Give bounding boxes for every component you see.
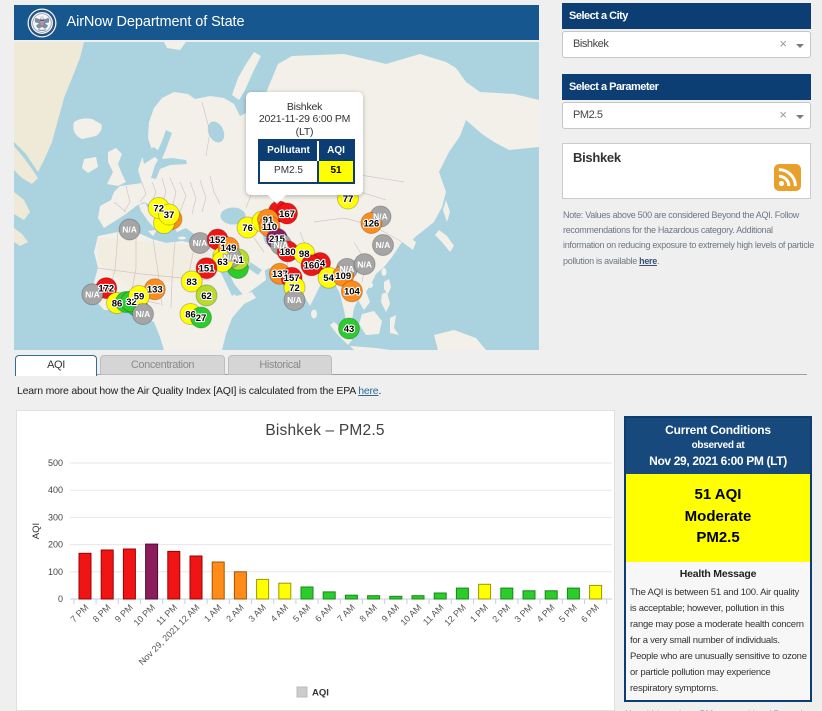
svg-text:41: 41 [233,255,244,266]
svg-text:N/A: N/A [122,225,137,235]
svg-text:149: 149 [221,243,237,254]
svg-text:152: 152 [210,235,226,246]
svg-text:110: 110 [262,222,277,233]
svg-text:AQI: AQI [31,523,42,539]
svg-text:N/A: N/A [193,238,208,248]
svg-text:76: 76 [242,223,253,234]
svg-text:N/A: N/A [376,240,391,250]
svg-text:N/A: N/A [357,259,372,269]
svg-text:77: 77 [343,194,354,205]
svg-text:200: 200 [48,540,63,550]
svg-text:157: 157 [284,273,300,284]
svg-text:126: 126 [363,218,379,229]
svg-text:400: 400 [48,485,63,495]
svg-text:151: 151 [199,264,216,275]
svg-text:59: 59 [134,291,145,302]
svg-text:98: 98 [299,249,310,260]
svg-text:8 AM: 8 AM [357,602,379,624]
svg-text:N/A: N/A [340,264,355,274]
svg-text:4 PM: 4 PM [535,602,557,624]
svg-text:N/A: N/A [274,240,289,250]
svg-text:04: 04 [315,258,326,269]
svg-text:3 AM: 3 AM [246,602,268,624]
svg-text:N/A: N/A [287,295,302,305]
svg-text:7 PM: 7 PM [68,602,90,624]
svg-text:86: 86 [185,309,196,320]
svg-text:172: 172 [98,284,114,295]
svg-text:12 PM: 12 PM [442,602,467,627]
svg-text:32: 32 [126,297,137,308]
svg-text:100: 100 [48,567,63,577]
svg-text:1 PM: 1 PM [468,602,490,624]
svg-text:N/A: N/A [223,252,238,262]
svg-text:72: 72 [289,283,300,294]
svg-text:5 AM: 5 AM [291,602,313,624]
svg-text:91: 91 [263,215,274,226]
svg-text:500: 500 [48,458,63,468]
svg-text:62: 62 [201,291,212,302]
svg-text:104: 104 [344,287,361,298]
svg-text:86: 86 [112,298,123,309]
svg-text:2 AM: 2 AM [224,602,246,624]
svg-text:167: 167 [279,209,295,220]
svg-text:2 PM: 2 PM [490,602,512,624]
svg-text:215: 215 [269,234,286,245]
svg-text:8 PM: 8 PM [91,602,113,624]
svg-text:10 AM: 10 AM [398,602,423,627]
svg-text:N/A: N/A [85,290,100,300]
svg-text:N/A: N/A [136,309,151,319]
svg-text:4 AM: 4 AM [269,602,291,624]
svg-text:10 PM: 10 PM [132,602,157,627]
svg-text:133: 133 [147,285,163,296]
svg-text:37: 37 [164,210,175,221]
svg-text:300: 300 [48,512,63,522]
svg-text:27: 27 [196,313,207,324]
svg-text:83: 83 [186,277,197,288]
svg-text:180: 180 [280,247,296,258]
svg-text:0: 0 [58,594,63,604]
svg-text:1 AM: 1 AM [202,602,224,624]
svg-text:6 PM: 6 PM [579,602,601,624]
svg-text:AQI: AQI [312,688,329,699]
svg-text:7 AM: 7 AM [335,602,357,624]
svg-text:11 AM: 11 AM [421,602,446,627]
svg-text:5 PM: 5 PM [557,602,579,624]
svg-text:72: 72 [153,203,164,214]
svg-text:6 AM: 6 AM [313,602,335,624]
svg-text:Bishkek – PM2.5: Bishkek – PM2.5 [265,422,384,439]
svg-text:43: 43 [344,324,355,335]
svg-text:63: 63 [217,257,228,268]
svg-text:109: 109 [335,271,351,282]
svg-text:3 PM: 3 PM [512,602,534,624]
svg-text:54: 54 [323,273,334,284]
svg-text:N/A: N/A [373,212,388,222]
svg-text:160: 160 [304,261,320,272]
svg-text:137: 137 [272,269,288,280]
